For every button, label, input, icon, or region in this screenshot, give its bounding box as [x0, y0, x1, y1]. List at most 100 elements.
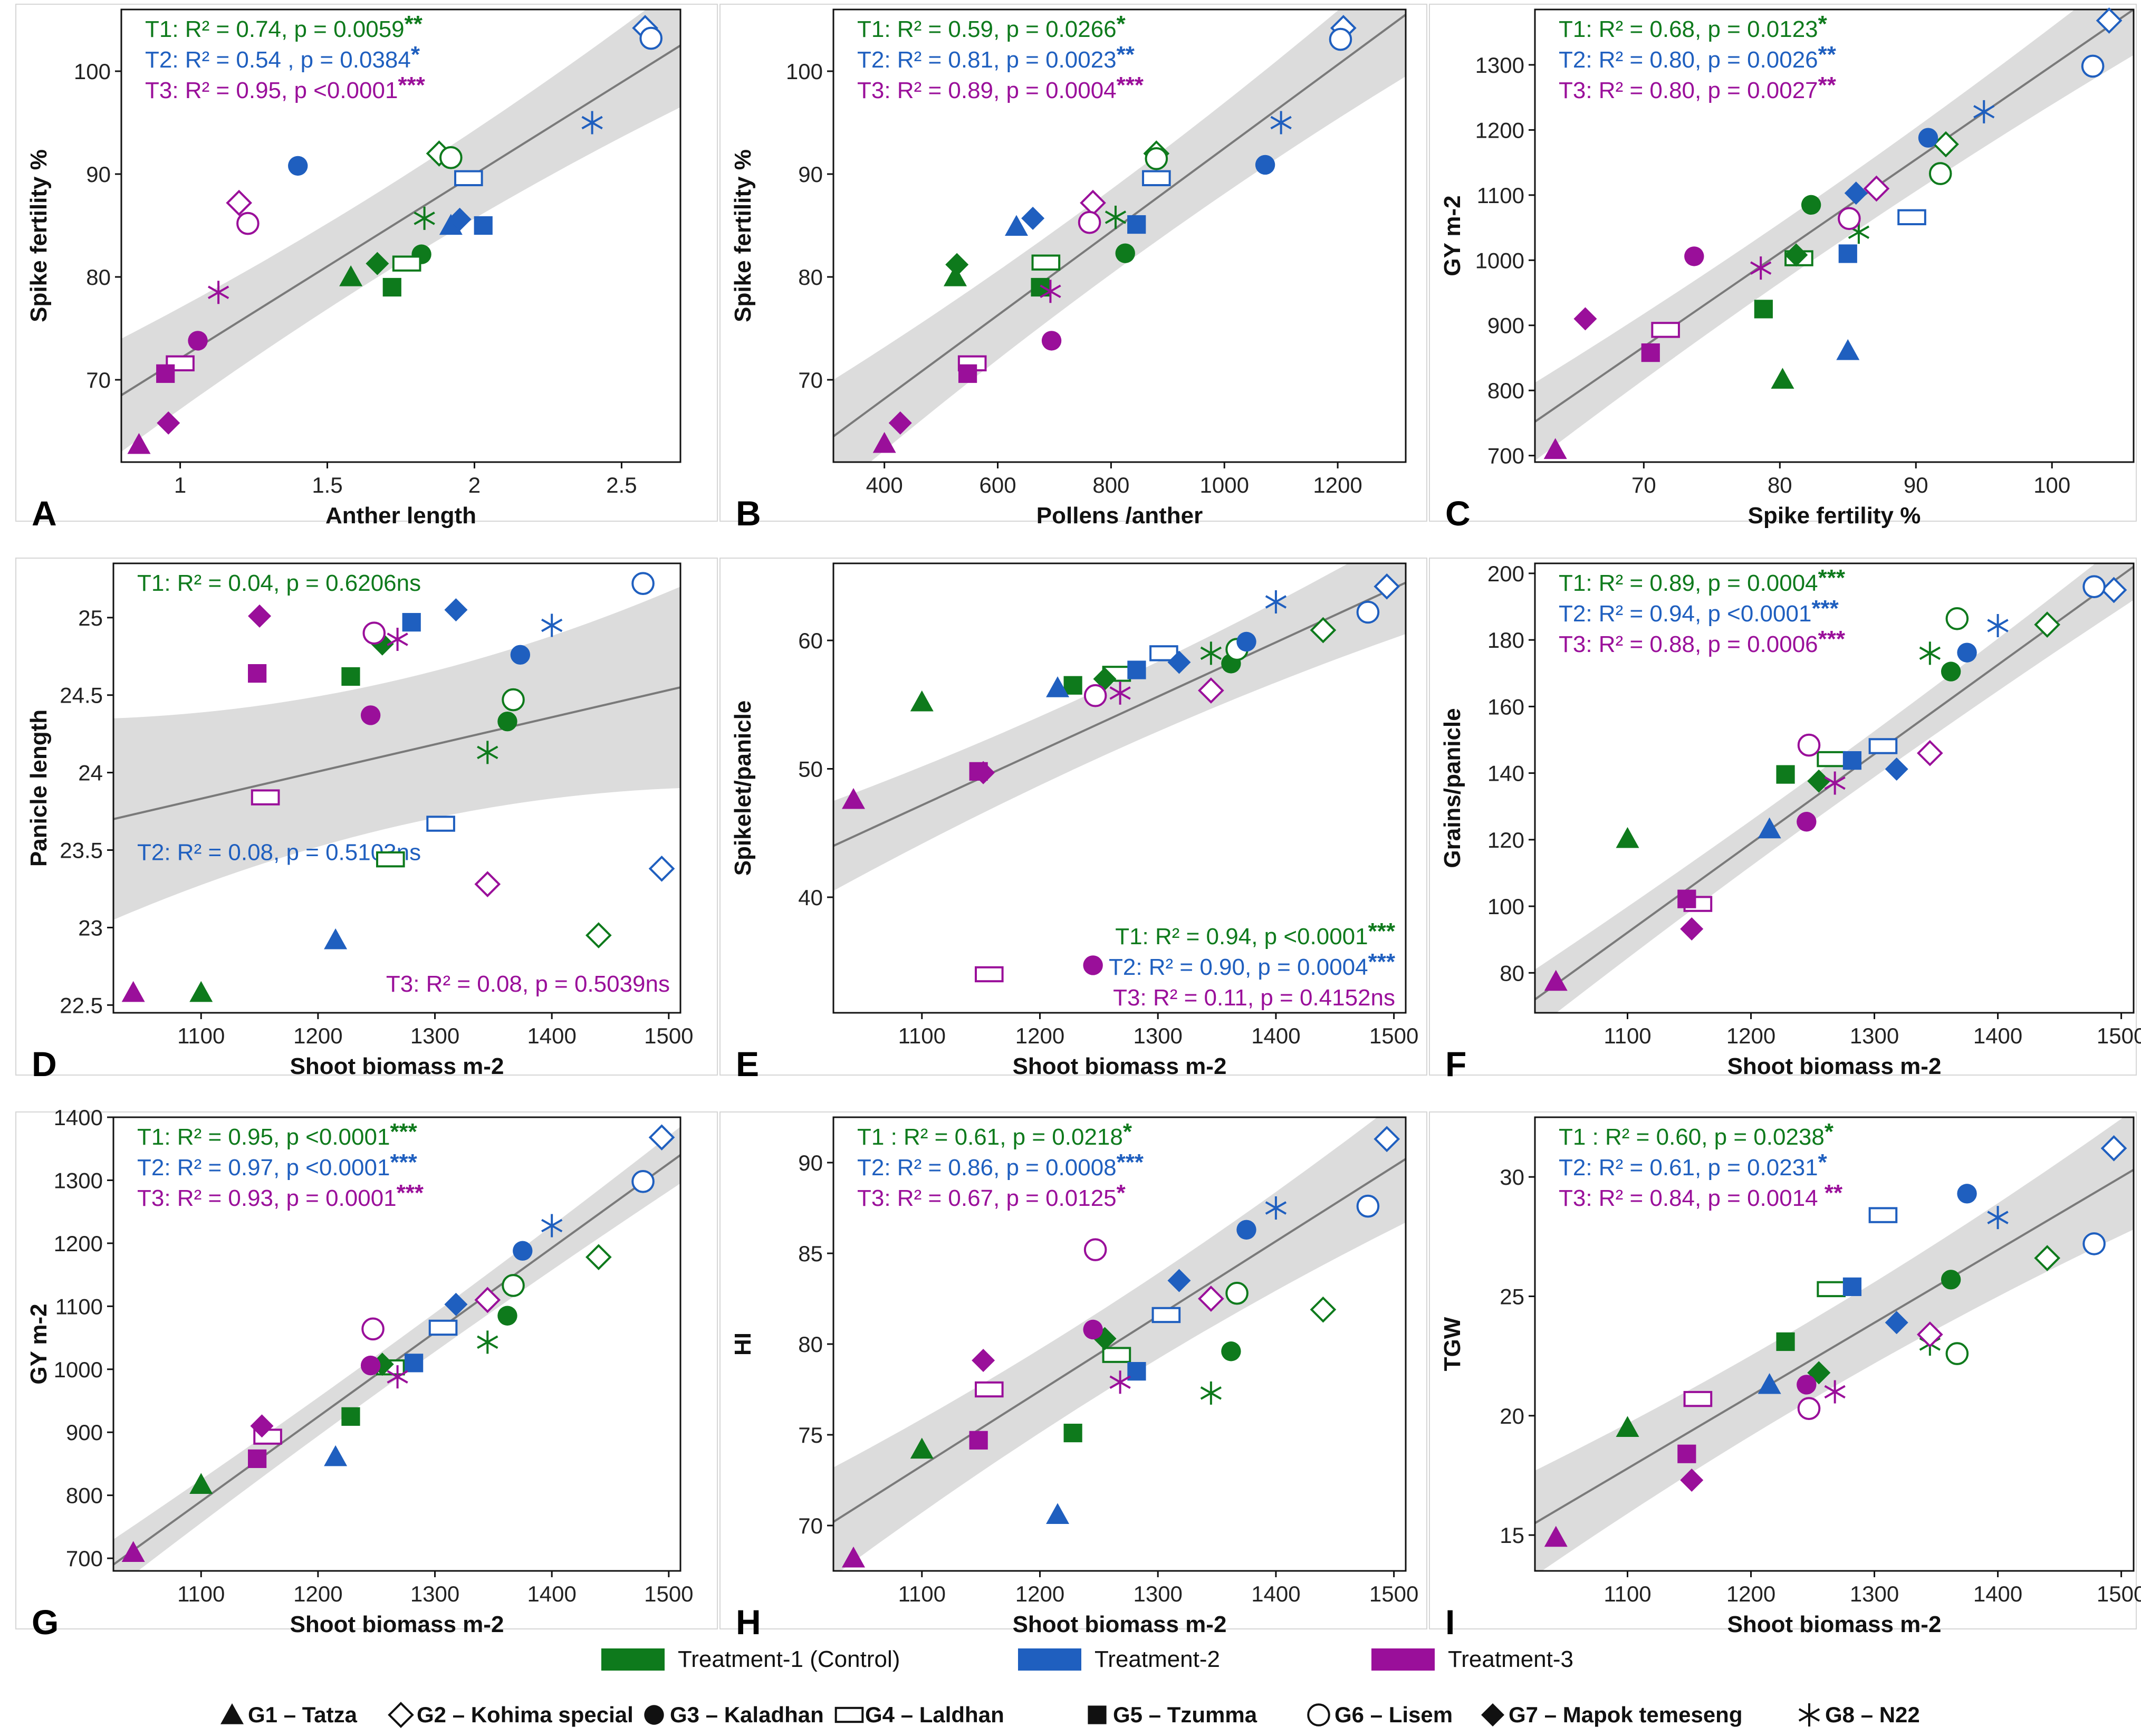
stat-t3: T3: R² = 0.80, p = 0.0027**	[1559, 72, 1837, 103]
legend-genotype-2: G2 – Kohima special	[388, 1702, 633, 1728]
stat-t2: T2: R² = 0.94, p <0.0001***	[1559, 596, 1839, 627]
x-tick-label: 600	[979, 473, 1016, 497]
point-star	[387, 627, 408, 651]
legend-marker-open-rect	[834, 1706, 864, 1723]
point-open-rect	[1817, 1281, 1846, 1298]
legend-genotype-label: G7 – Mapok temeseng	[1509, 1702, 1742, 1727]
confidence-band	[833, 1117, 1406, 1571]
significance-stars: ***	[397, 1180, 424, 1206]
point-open-diamond	[474, 1287, 501, 1313]
point-open-rect	[454, 170, 483, 187]
significance-stars: *	[1123, 1119, 1132, 1145]
point-diamond	[1784, 243, 1808, 267]
x-tick-label: 1200	[1726, 1581, 1775, 1606]
point-open-circle	[1083, 1238, 1107, 1261]
point-circle	[1236, 631, 1256, 652]
point-diamond	[250, 1414, 274, 1438]
x-tick-label: 1200	[293, 1581, 342, 1606]
point-star-stroke	[581, 116, 603, 130]
point-circle	[360, 705, 381, 725]
significance-stars: ***	[1368, 949, 1396, 975]
significance-stars: ***	[390, 1119, 417, 1145]
fit-line	[121, 44, 680, 396]
point-diamond	[448, 207, 472, 231]
point-open-diamond	[1863, 175, 1890, 202]
point-diamond	[157, 411, 180, 435]
point-open-circle	[362, 621, 386, 645]
significance-stars: *	[1818, 1149, 1828, 1175]
legend-treatment-2: Treatment-2	[1018, 1646, 1220, 1672]
y-tick-label: 160	[1487, 694, 1524, 719]
point-star-stroke	[1265, 1201, 1287, 1215]
point-open-circle	[2082, 1232, 2106, 1255]
panel-i: 1100 1200 1300 1400 1500 15 20 25 30 Shoot biomas…	[1429, 1111, 2141, 1642]
legend-marker-open-diamond	[388, 1702, 414, 1728]
x-tick-label: 80	[1768, 473, 1792, 497]
point-star	[541, 613, 563, 637]
significance-stars: ***	[398, 72, 425, 98]
x-axis-label: Shoot biomass m-2	[1727, 1053, 1942, 1079]
point-circle	[1918, 128, 1938, 148]
confidence-band	[833, 563, 1406, 891]
stat-t1: T1: R² = 0.95, p <0.0001***	[137, 1119, 418, 1150]
y-tick-label: 200	[1487, 561, 1524, 586]
point-open-rect	[1868, 738, 1898, 754]
point-star	[1824, 1380, 1846, 1404]
point-open-circle	[439, 146, 463, 169]
x-tick-label: 1300	[410, 1023, 459, 1048]
point-open-circle	[1945, 607, 1969, 630]
point-star	[477, 741, 498, 764]
point-star-stroke	[1109, 686, 1131, 700]
point-open-rect	[1897, 209, 1926, 226]
x-tick-label: 1100	[177, 1581, 225, 1606]
y-tick-label: 800	[1487, 378, 1524, 403]
legend-genotype-6: G6 – Lisem	[1307, 1702, 1453, 1727]
point-open-circle	[1356, 600, 1380, 624]
y-tick-label: 1300	[1475, 53, 1524, 78]
panel-frame	[1429, 4, 2137, 522]
point-square	[1641, 343, 1660, 362]
point-triangle	[1046, 1503, 1070, 1524]
point-star-stroke	[1105, 210, 1127, 224]
point-circle	[1797, 1375, 1817, 1395]
point-diamond	[972, 761, 995, 784]
point-circle	[288, 156, 308, 176]
point-star-stroke	[1987, 1211, 2009, 1224]
y-tick-label: 23.5	[60, 838, 103, 863]
point-star	[387, 1365, 408, 1389]
data-points	[1543, 7, 2123, 459]
point-square	[474, 216, 493, 235]
point-open-diamond	[1310, 617, 1337, 644]
point-star	[1824, 771, 1846, 795]
point-triangle	[189, 981, 213, 1002]
y-tick-label: 120	[1487, 828, 1524, 852]
point-open-rect	[1102, 1347, 1131, 1363]
y-tick-label: 100	[786, 59, 823, 84]
point-circle	[360, 1355, 381, 1376]
x-axis-label: Anther length	[325, 503, 476, 529]
y-tick-label: 15	[1500, 1523, 1524, 1548]
legend-marker-open-circle	[1307, 1703, 1330, 1727]
point-star	[1987, 614, 2009, 638]
point-circle	[1236, 1220, 1256, 1240]
point-star	[1109, 681, 1131, 705]
x-tick-label: 1300	[410, 1581, 459, 1606]
data-points	[127, 15, 663, 454]
x-tick-label: 1500	[644, 1023, 693, 1048]
y-tick-label: 180	[1487, 628, 1524, 653]
point-open-diamond	[1198, 1286, 1224, 1312]
point-star-stroke	[207, 285, 229, 299]
point-triangle	[842, 788, 866, 809]
x-tick-label: 1400	[527, 1023, 576, 1048]
point-star-stroke	[1919, 646, 1941, 660]
point-open-circle	[236, 212, 260, 235]
point-open-rect	[1031, 254, 1061, 271]
significance-stars: **	[1818, 72, 1837, 98]
y-tick-label: 1000	[54, 1357, 103, 1382]
panel-frame	[15, 4, 718, 522]
point-circle	[1957, 1184, 1977, 1204]
y-tick-label: 1000	[1475, 248, 1524, 273]
point-open-circle	[502, 1274, 525, 1297]
legend-marker-triangle	[220, 1703, 244, 1724]
point-open-circle	[1797, 1397, 1821, 1421]
